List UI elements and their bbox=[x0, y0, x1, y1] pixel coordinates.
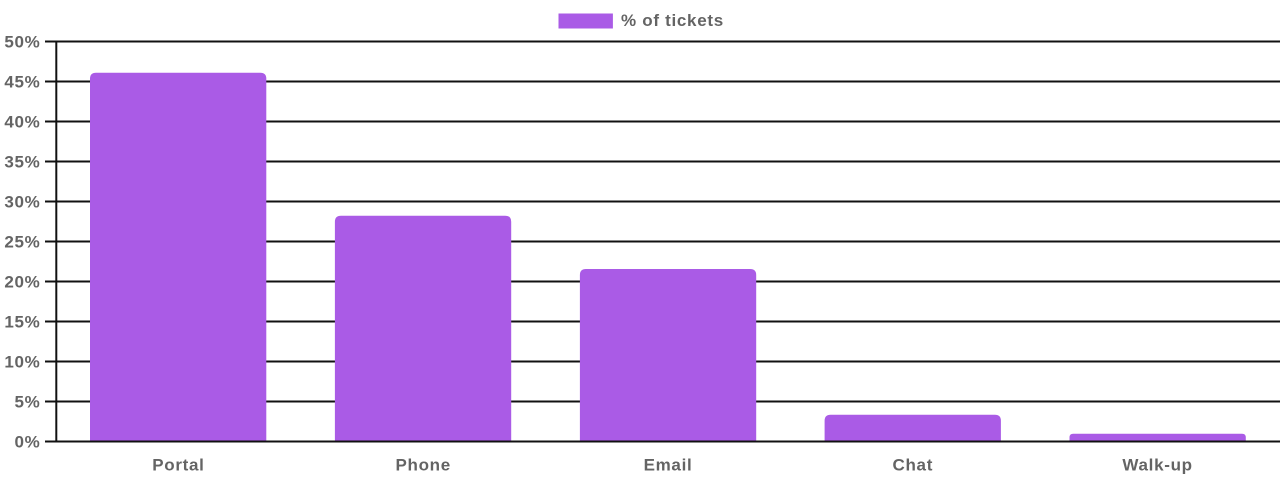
svg-text:0%: 0% bbox=[15, 433, 41, 452]
svg-text:Walk-up: Walk-up bbox=[1122, 456, 1192, 475]
svg-text:20%: 20% bbox=[4, 273, 40, 292]
svg-text:50%: 50% bbox=[4, 33, 40, 52]
svg-text:% of tickets: % of tickets bbox=[621, 11, 724, 30]
svg-text:10%: 10% bbox=[4, 353, 40, 372]
svg-text:Email: Email bbox=[644, 456, 693, 475]
svg-text:Phone: Phone bbox=[395, 456, 450, 475]
svg-text:30%: 30% bbox=[4, 193, 40, 212]
svg-text:25%: 25% bbox=[4, 233, 40, 252]
svg-text:5%: 5% bbox=[15, 393, 41, 412]
svg-text:45%: 45% bbox=[4, 73, 40, 92]
svg-text:40%: 40% bbox=[4, 113, 40, 132]
svg-text:Portal: Portal bbox=[152, 456, 204, 475]
svg-text:Chat: Chat bbox=[893, 456, 934, 475]
svg-text:15%: 15% bbox=[4, 313, 40, 332]
svg-text:35%: 35% bbox=[4, 153, 40, 172]
